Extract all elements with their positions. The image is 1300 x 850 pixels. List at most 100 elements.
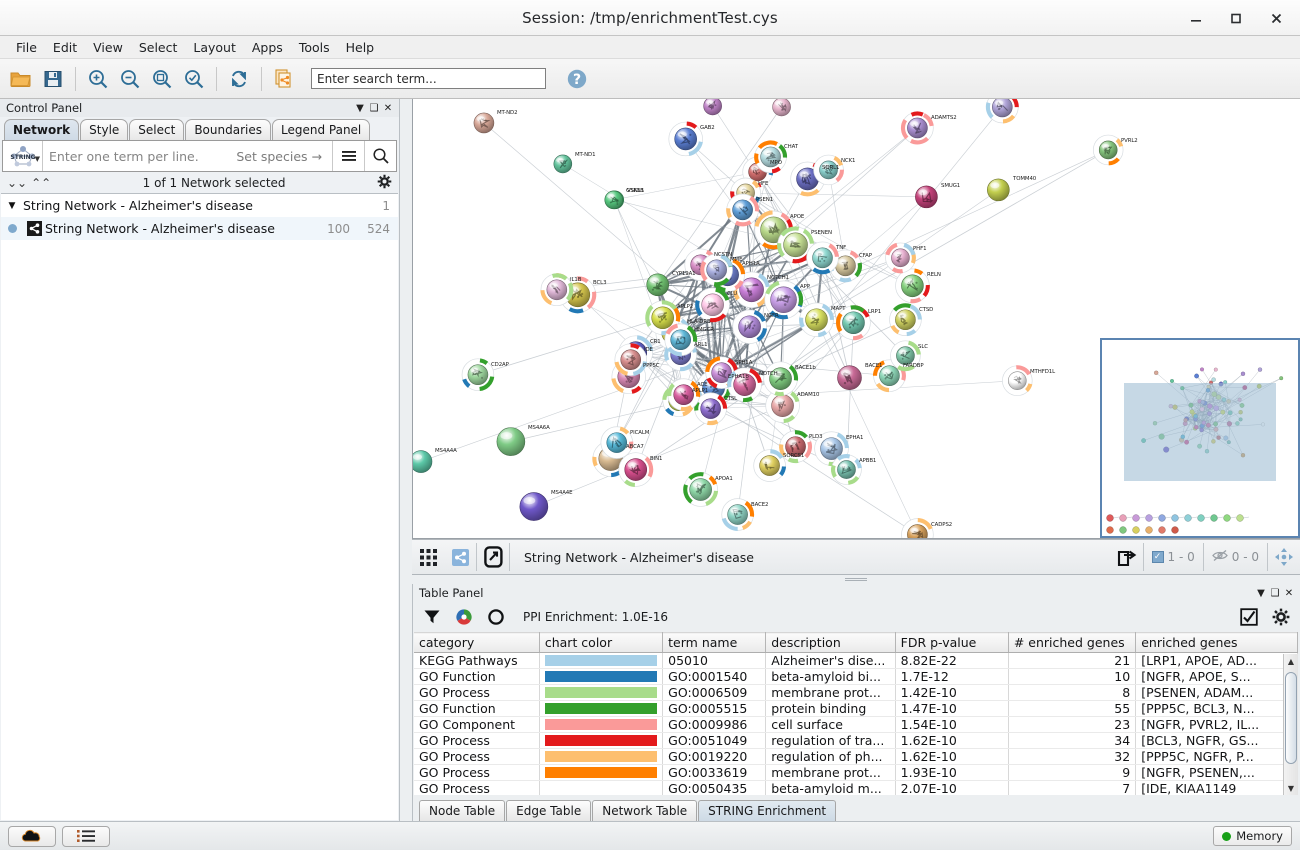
network-node[interactable]: [765, 388, 800, 424]
close-icon[interactable]: [1256, 3, 1296, 33]
checkbox-checked-icon[interactable]: [1238, 606, 1260, 628]
menu-help[interactable]: Help: [345, 39, 375, 55]
network-node[interactable]: [600, 426, 634, 459]
annotation-arrow-icon[interactable]: [477, 540, 509, 574]
close-icon[interactable]: ✕: [1284, 587, 1294, 599]
set-species-hint[interactable]: Set species →: [236, 148, 322, 164]
donut-ring-icon[interactable]: [485, 606, 507, 628]
network-node[interactable]: [668, 121, 703, 157]
network-node[interactable]: [836, 305, 871, 341]
zoom-out-icon[interactable]: [115, 64, 145, 94]
enrichment-table-wrapper[interactable]: category chart color term name descripti…: [414, 632, 1298, 795]
tab-node-table[interactable]: Node Table: [419, 800, 506, 821]
network-node[interactable]: [900, 111, 934, 145]
network-node[interactable]: [1002, 365, 1033, 396]
table-row[interactable]: KEGG Pathways 05010 Alzheimer's dise... 8.8…: [414, 652, 1298, 669]
gear-icon[interactable]: [1270, 606, 1292, 628]
zoom-fit-icon[interactable]: [147, 64, 177, 94]
scroll-down-arrow-icon[interactable]: ▼: [1287, 783, 1295, 793]
tab-network-table[interactable]: Network Table: [592, 800, 698, 821]
network-node[interactable]: [890, 340, 921, 372]
maximize-icon[interactable]: ❑: [1270, 587, 1280, 599]
zoom-selected-icon[interactable]: [179, 64, 209, 94]
table-vertical-scrollbar[interactable]: ▲ ▼: [1283, 654, 1298, 795]
table-row[interactable]: GO Process GO:0050435 beta-amyloid m... 2.0…: [414, 780, 1298, 795]
close-icon[interactable]: ✕: [383, 102, 393, 114]
table-row[interactable]: GO Component GO:0009986 cell surface 1.54E-…: [414, 716, 1298, 733]
fit-content-icon[interactable]: [1268, 540, 1300, 574]
column-header-term-name[interactable]: term name: [662, 632, 767, 653]
scrollbar-thumb[interactable]: [1285, 672, 1297, 764]
network-node[interactable]: [915, 185, 938, 209]
menu-tools[interactable]: Tools: [298, 39, 330, 55]
network-node[interactable]: [553, 154, 573, 174]
list-icon[interactable]: [62, 825, 110, 847]
network-node[interactable]: [813, 154, 845, 186]
zoom-in-icon[interactable]: [83, 64, 113, 94]
network-node[interactable]: [519, 492, 549, 521]
tab-select[interactable]: Select: [129, 119, 185, 140]
network-node[interactable]: [721, 498, 755, 532]
tab-boundaries[interactable]: Boundaries: [185, 119, 271, 140]
network-node[interactable]: [618, 452, 654, 488]
network-node[interactable]: [772, 99, 791, 117]
memory-status-button[interactable]: Memory: [1213, 826, 1292, 846]
network-node[interactable]: [496, 427, 526, 456]
column-header-chart-color[interactable]: chart color: [539, 632, 664, 653]
refresh-icon[interactable]: [224, 64, 254, 94]
network-tree-group-row[interactable]: ▼ String Network - Alzheimer's disease 1: [1, 194, 398, 217]
chevron-down-icon[interactable]: ▼: [356, 102, 364, 114]
network-graph[interactable]: [413, 99, 1300, 539]
network-node[interactable]: [831, 454, 862, 485]
table-row[interactable]: GO Process GO:0006509 membrane prot... 1.42…: [414, 684, 1298, 701]
network-node[interactable]: [461, 358, 495, 392]
hamburger-icon[interactable]: [332, 141, 364, 171]
checkbox-checked-icon[interactable]: ✓: [1151, 551, 1164, 563]
network-tree-item[interactable]: String Network - Alzheimer's disease 100…: [1, 217, 398, 240]
maximize-icon[interactable]: ❑: [369, 102, 379, 114]
chevron-double-up-icon[interactable]: ⌃⌃: [31, 175, 52, 190]
column-header-num-enriched-genes[interactable]: # enriched genes: [1008, 632, 1137, 653]
funnel-filter-icon[interactable]: [421, 606, 443, 628]
birds-eye-navigator[interactable]: [1100, 338, 1300, 538]
table-row[interactable]: GO Process GO:0051049 regulation of tra...…: [414, 732, 1298, 749]
pie-chart-icon[interactable]: [453, 606, 475, 628]
tab-edge-table[interactable]: Edge Table: [506, 800, 592, 821]
column-header-description[interactable]: description: [765, 632, 896, 653]
gear-icon[interactable]: [375, 174, 394, 192]
network-node[interactable]: [885, 242, 916, 274]
triangle-down-icon[interactable]: ▼: [8, 200, 16, 211]
navigator-viewport[interactable]: [1123, 383, 1277, 482]
network-node[interactable]: [695, 287, 730, 323]
chevron-down-icon[interactable]: ▼: [1257, 587, 1265, 599]
menu-edit[interactable]: Edit: [52, 39, 78, 55]
table-row[interactable]: GO Process GO:0033619 membrane prot... 1.93…: [414, 764, 1298, 781]
cloud-icon[interactable]: [8, 825, 56, 847]
network-node[interactable]: [727, 367, 762, 403]
string-query-input[interactable]: [43, 141, 237, 171]
network-share-icon[interactable]: [444, 540, 476, 574]
network-view-canvas[interactable]: MT-ND2 MT-ND1 VSNL1 GAB2 PLAU ADAM17 ADAMTS2 UN…: [412, 99, 1300, 539]
tab-style[interactable]: Style: [80, 119, 129, 140]
network-node[interactable]: [604, 190, 624, 210]
help-icon[interactable]: ?: [562, 64, 592, 94]
network-node[interactable]: [726, 193, 760, 227]
network-node[interactable]: [540, 273, 574, 307]
network-node[interactable]: [667, 378, 701, 412]
column-header-category[interactable]: category: [414, 632, 540, 653]
menu-view[interactable]: View: [93, 39, 123, 55]
network-node[interactable]: [764, 280, 804, 320]
network-node[interactable]: [754, 140, 788, 174]
save-icon[interactable]: [38, 64, 68, 94]
network-node[interactable]: [837, 365, 862, 390]
grid-view-icon[interactable]: [412, 540, 444, 574]
column-header-enriched-genes[interactable]: enriched genes: [1135, 632, 1298, 653]
network-node[interactable]: [753, 449, 787, 482]
network-node[interactable]: [614, 343, 648, 376]
tab-string-enrichment[interactable]: STRING Enrichment: [698, 800, 837, 821]
network-node[interactable]: [732, 309, 767, 344]
network-node[interactable]: [683, 472, 719, 507]
menu-select[interactable]: Select: [138, 39, 178, 55]
network-node[interactable]: [895, 268, 930, 304]
network-node[interactable]: [1092, 134, 1124, 166]
